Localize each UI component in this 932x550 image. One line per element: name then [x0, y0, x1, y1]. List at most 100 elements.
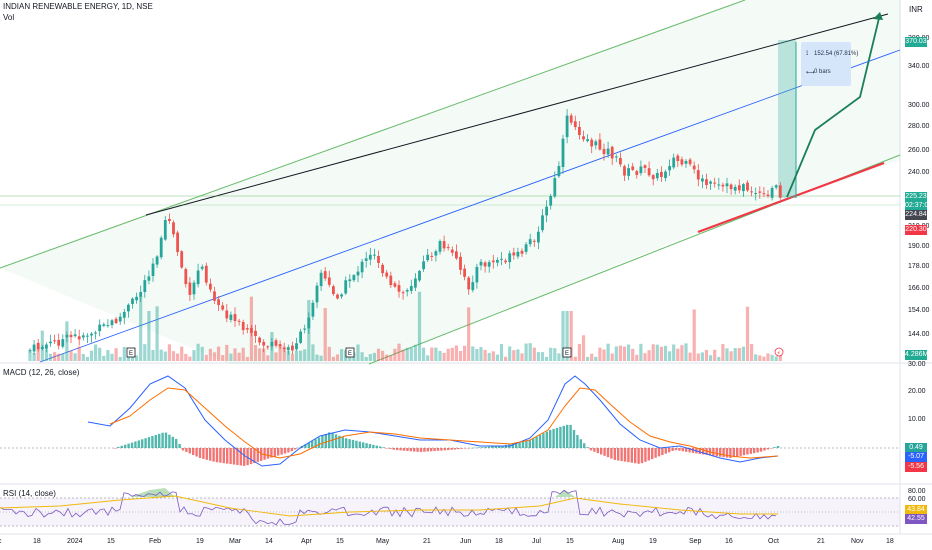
volume-bar [512, 350, 516, 361]
rsi-pane[interactable] [0, 488, 900, 527]
volume-bar [516, 349, 520, 361]
macd-histogram-bar [640, 448, 644, 464]
candle-body [159, 237, 163, 258]
candle-body [594, 141, 598, 146]
measure-range[interactable] [778, 40, 796, 198]
candle-body [209, 283, 212, 290]
earnings-icon [345, 347, 355, 358]
candle-body [434, 251, 438, 256]
candle-body [655, 172, 659, 179]
candle-body [643, 165, 647, 168]
macd-histogram-bar [222, 448, 225, 464]
macd-histogram-bar [317, 437, 321, 448]
candle-body [491, 260, 495, 263]
candle-body [446, 247, 450, 249]
time-axis-label: 2024 [67, 538, 83, 545]
volume-bar [331, 356, 335, 361]
candle-body [557, 166, 561, 177]
macd-histogram-bar [304, 444, 307, 448]
macd-histogram-bar [610, 448, 613, 459]
volume-bar [487, 352, 491, 361]
volume-bar [413, 344, 417, 361]
candle-body [131, 298, 134, 304]
macd-histogram-bar [328, 432, 331, 448]
candle-body [610, 146, 614, 159]
candle-body [77, 336, 81, 340]
candle-body [172, 222, 175, 235]
time-axis-label: 18 [886, 538, 894, 545]
price-tick-label: 240.00 [908, 169, 930, 176]
candle-body [668, 166, 671, 171]
macd-histogram-bar [389, 448, 392, 449]
candle-body [537, 231, 540, 243]
volume-bar [303, 349, 307, 361]
macd-histogram-bar [484, 446, 487, 448]
candle-body [110, 320, 114, 326]
macd-histogram-bar [358, 441, 361, 448]
candle-body [319, 272, 323, 287]
candle-body [746, 182, 749, 191]
candlesticks[interactable] [28, 109, 782, 355]
channel-mid-line[interactable] [39, 49, 901, 363]
macd-histogram-bar [171, 436, 174, 448]
candle-body [184, 269, 188, 285]
macd-histogram-bar [151, 436, 154, 448]
measure-change: 152.54 (67.81%) [814, 51, 859, 57]
time-axis-label: May [376, 538, 390, 545]
candle-body [487, 262, 491, 267]
macd-title[interactable]: MACD (12, 26, close) [3, 368, 80, 377]
macd-pane[interactable] [0, 375, 900, 467]
volume-bar [442, 352, 446, 361]
volume-bar [709, 355, 713, 361]
candle-body [590, 139, 594, 147]
macd-histogram-bar [192, 448, 195, 455]
resistance-line[interactable] [145, 13, 889, 216]
candle-body [397, 285, 401, 292]
channel-upper-line[interactable] [0, 0, 746, 269]
volume-bar [53, 352, 57, 361]
macd-histogram-bar [331, 433, 334, 448]
currency-label[interactable]: INR [909, 5, 923, 14]
candle-body [623, 166, 626, 176]
volume-bar [102, 355, 106, 361]
macd-histogram-bar [396, 448, 399, 451]
volume-bar [545, 356, 549, 361]
macd-histogram-bar [127, 443, 130, 448]
earnings-icon [126, 347, 136, 358]
macd-histogram-bar [586, 447, 589, 448]
volume-bar [122, 346, 126, 361]
macd-histogram-bar [729, 448, 732, 458]
volume-bar [401, 349, 405, 361]
event-markers[interactable]: E E E ⚡ [126, 347, 784, 358]
volume-bar [44, 349, 48, 361]
volume-bar [483, 349, 487, 361]
candle-body [258, 337, 261, 343]
macd-histogram-bar [382, 447, 385, 448]
macd-histogram-bar [749, 448, 752, 454]
macd-histogram-bar [341, 437, 344, 448]
macd-histogram-bar [681, 448, 684, 452]
volume-bar [278, 345, 282, 361]
time-axis-label: Feb [149, 538, 162, 545]
candle-body [373, 254, 376, 256]
support-line[interactable] [697, 161, 885, 234]
macd-histogram-bar [525, 440, 528, 448]
candle-body [221, 305, 225, 310]
macd-histogram-bar [688, 448, 691, 453]
volume-bar [499, 343, 504, 361]
macd-histogram-bar [545, 431, 548, 448]
macd-histogram-bar [338, 435, 341, 448]
macd-histogram-bar [753, 448, 756, 454]
volume-bar [549, 347, 553, 361]
rsi-ma-tag: 43.84 [905, 505, 927, 515]
candle-body [65, 334, 69, 338]
rsi-title[interactable]: RSI (14, close) [3, 489, 56, 498]
candle-body [516, 251, 520, 257]
candle-body [561, 138, 565, 168]
macd-histogram-bar [253, 448, 256, 463]
macd-histogram-bar [229, 448, 232, 465]
projection-path[interactable] [786, 13, 881, 198]
macd-histogram-bar [579, 439, 582, 448]
macd-histogram-bar [158, 433, 161, 448]
